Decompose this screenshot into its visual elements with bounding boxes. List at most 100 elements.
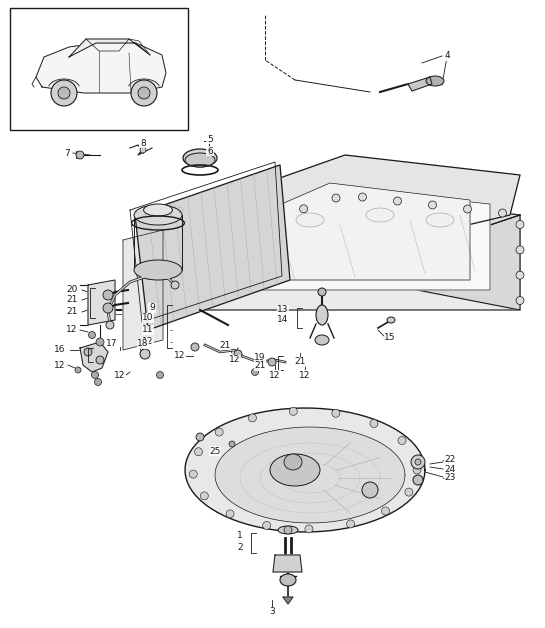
Circle shape <box>161 301 169 308</box>
Circle shape <box>96 356 104 364</box>
Polygon shape <box>283 597 293 604</box>
Ellipse shape <box>280 574 296 586</box>
Circle shape <box>92 372 99 379</box>
Ellipse shape <box>316 305 328 325</box>
Text: 10: 10 <box>142 313 154 323</box>
Circle shape <box>202 237 210 245</box>
Circle shape <box>284 526 292 534</box>
Polygon shape <box>210 183 470 280</box>
Circle shape <box>189 470 197 478</box>
Circle shape <box>268 358 276 366</box>
Ellipse shape <box>426 76 444 86</box>
Ellipse shape <box>185 153 215 167</box>
Circle shape <box>103 290 113 300</box>
Ellipse shape <box>284 454 302 470</box>
Polygon shape <box>408 77 432 91</box>
Circle shape <box>428 201 437 209</box>
Circle shape <box>362 482 378 498</box>
Circle shape <box>84 348 92 356</box>
Circle shape <box>88 332 95 338</box>
Circle shape <box>106 321 114 329</box>
Circle shape <box>249 414 256 422</box>
Polygon shape <box>165 195 520 310</box>
Circle shape <box>76 151 84 159</box>
Text: 3: 3 <box>269 607 275 617</box>
Circle shape <box>156 372 164 379</box>
Text: 21: 21 <box>294 357 306 367</box>
Ellipse shape <box>246 223 274 237</box>
Circle shape <box>171 281 179 289</box>
Text: 21: 21 <box>255 362 266 371</box>
Circle shape <box>415 459 421 465</box>
Text: 7: 7 <box>64 148 70 158</box>
Text: 20: 20 <box>66 286 78 295</box>
Ellipse shape <box>183 149 217 167</box>
Circle shape <box>51 80 77 106</box>
Polygon shape <box>185 408 425 532</box>
Ellipse shape <box>278 526 298 534</box>
Circle shape <box>94 379 101 386</box>
Circle shape <box>332 409 340 417</box>
Polygon shape <box>215 427 405 523</box>
Ellipse shape <box>387 317 395 323</box>
Circle shape <box>332 194 340 202</box>
Circle shape <box>131 80 157 106</box>
Text: 11: 11 <box>142 325 154 335</box>
Text: 13: 13 <box>277 305 289 315</box>
Text: 12: 12 <box>114 371 126 379</box>
Ellipse shape <box>366 208 394 222</box>
Circle shape <box>235 227 243 234</box>
Text: 8: 8 <box>140 139 146 148</box>
Ellipse shape <box>134 205 182 225</box>
Text: 21: 21 <box>66 296 78 305</box>
Circle shape <box>393 197 402 205</box>
Circle shape <box>229 441 235 447</box>
Text: 16: 16 <box>54 345 66 354</box>
Text: 21: 21 <box>66 308 78 317</box>
Circle shape <box>413 475 423 485</box>
Circle shape <box>413 466 421 474</box>
Text: 12: 12 <box>142 337 154 347</box>
Text: 18: 18 <box>137 340 149 349</box>
Text: 24: 24 <box>444 465 456 474</box>
Text: 4: 4 <box>444 51 450 60</box>
Circle shape <box>96 338 104 346</box>
Ellipse shape <box>296 213 324 227</box>
Circle shape <box>58 87 70 99</box>
Text: 6: 6 <box>207 146 213 156</box>
Circle shape <box>140 147 146 153</box>
Ellipse shape <box>426 213 454 227</box>
Polygon shape <box>36 43 166 93</box>
Circle shape <box>516 296 524 305</box>
Circle shape <box>170 248 178 256</box>
Circle shape <box>300 205 307 213</box>
Circle shape <box>140 349 150 359</box>
Circle shape <box>196 433 204 441</box>
Circle shape <box>382 507 390 515</box>
Text: 12: 12 <box>229 355 241 364</box>
Circle shape <box>191 343 199 351</box>
Circle shape <box>138 87 150 99</box>
Circle shape <box>359 193 366 201</box>
Text: 12: 12 <box>299 371 311 379</box>
Circle shape <box>463 205 471 213</box>
Polygon shape <box>80 342 108 372</box>
Circle shape <box>499 209 506 217</box>
Circle shape <box>411 455 425 469</box>
Ellipse shape <box>315 335 329 345</box>
Circle shape <box>263 521 271 529</box>
Circle shape <box>215 428 223 436</box>
Text: 15: 15 <box>384 333 396 342</box>
Polygon shape <box>172 155 520 255</box>
Circle shape <box>267 215 275 224</box>
Text: 19: 19 <box>255 354 266 362</box>
Text: 12: 12 <box>174 352 186 360</box>
Polygon shape <box>165 195 520 275</box>
Circle shape <box>161 256 169 264</box>
Circle shape <box>305 525 313 533</box>
Text: 12: 12 <box>269 371 281 379</box>
Circle shape <box>226 510 234 518</box>
Circle shape <box>103 303 113 313</box>
Circle shape <box>516 271 524 279</box>
Ellipse shape <box>318 288 326 296</box>
